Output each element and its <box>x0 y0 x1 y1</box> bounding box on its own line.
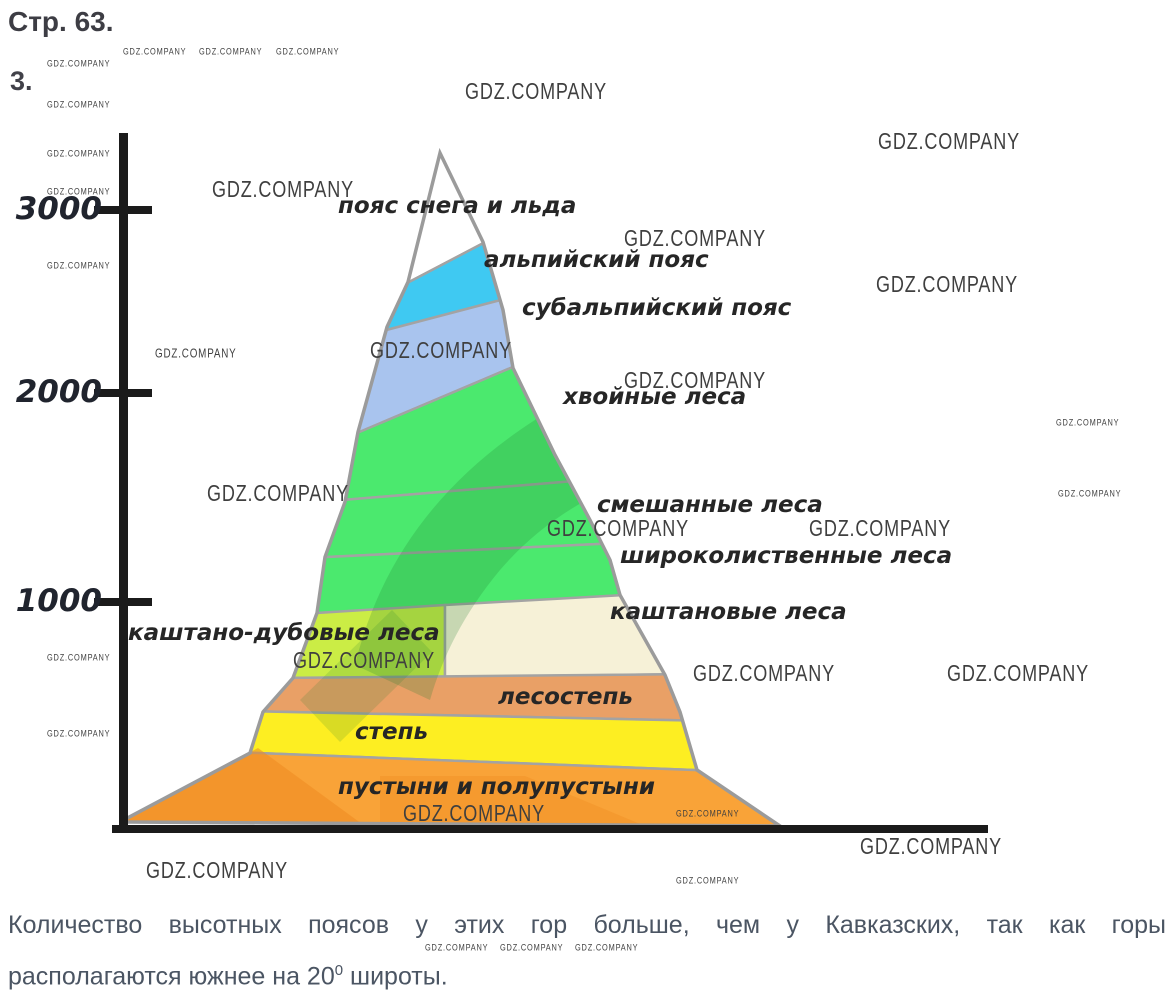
zone-label-alpine: альпийский пояс <box>484 247 709 273</box>
watermark-text: GDZ.COMPANY <box>676 875 740 886</box>
watermark-text: GDZ.COMPANY <box>465 78 607 105</box>
watermark-text: GDZ.COMPANY <box>500 942 564 953</box>
zone-label-desert: пустыни и полупустыни <box>338 774 655 800</box>
tick-3000 <box>94 206 152 214</box>
watermark-text: GDZ.COMPANY <box>276 46 340 57</box>
tick-1000 <box>94 598 152 606</box>
item-number: 3. <box>10 66 33 96</box>
answer-line-2-tail: широты. <box>343 962 448 991</box>
y-axis-label-1000: 1000 <box>15 583 102 619</box>
zone-label-chestnut: каштановые леса <box>610 599 847 625</box>
watermark-text: GDZ.COMPANY <box>47 652 111 663</box>
zone-label-chestnut-oak: каштано-дубовые леса <box>128 620 440 646</box>
watermark-text: GDZ.COMPANY <box>370 337 512 364</box>
watermark-text: GDZ.COMPANY <box>809 515 951 542</box>
watermark-text: GDZ.COMPANY <box>123 46 187 57</box>
watermark-text: GDZ.COMPANY <box>624 367 766 394</box>
answer-degree-sup: 0 <box>334 962 344 979</box>
watermark-text: GDZ.COMPANY <box>547 515 689 542</box>
watermark-text: GDZ.COMPANY <box>47 58 111 69</box>
watermark-text: GDZ.COMPANY <box>47 148 111 159</box>
zone-label-steppe: степь <box>355 719 428 745</box>
watermark-text: GDZ.COMPANY <box>212 176 354 203</box>
zone-label-mixed-forest: смешанные леса <box>597 492 823 518</box>
desert-shade-left <box>120 748 362 824</box>
watermark-text: GDZ.COMPANY <box>155 346 237 361</box>
watermark-text: GDZ.COMPANY <box>575 942 639 953</box>
watermark-text: GDZ.COMPANY <box>47 186 111 197</box>
watermark-text: GDZ.COMPANY <box>293 647 435 674</box>
answer-line-2: располагаются южнее на 200 широты. <box>8 948 1166 999</box>
y-axis-line <box>119 133 128 833</box>
answer-line-1: Количество высотных поясов у этих гор бо… <box>8 911 1166 939</box>
watermark-text: GDZ.COMPANY <box>47 260 111 271</box>
watermark-text: GDZ.COMPANY <box>876 271 1018 298</box>
watermark-text: GDZ.COMPANY <box>624 225 766 252</box>
zone-label-coniferous: хвойные леса <box>563 384 747 410</box>
watermark-text: GDZ.COMPANY <box>47 99 111 110</box>
tick-2000 <box>94 389 152 397</box>
watermark-text: GDZ.COMPANY <box>146 857 288 884</box>
y-axis-label-3000: 3000 <box>15 191 102 227</box>
watermark-text: GDZ.COMPANY <box>199 46 263 57</box>
watermark-text: GDZ.COMPANY <box>878 128 1020 155</box>
zone-label-subalpine: субальпийский пояс <box>522 295 792 321</box>
watermark-text: GDZ.COMPANY <box>207 480 349 507</box>
watermark-text: GDZ.COMPANY <box>47 728 111 739</box>
zone-label-broadleaf: широколиственные леса <box>620 543 953 569</box>
page-header: Стр. 63. <box>8 6 114 37</box>
watermark-text: GDZ.COMPANY <box>1056 417 1120 428</box>
zone-label-forest-steppe: лесостепь <box>498 684 633 710</box>
logo-shade-arrow <box>300 610 432 742</box>
watermark-text: GDZ.COMPANY <box>676 808 740 819</box>
watermark-text: GDZ.COMPANY <box>693 660 835 687</box>
desert-shade-center <box>380 776 645 826</box>
answer-paragraph: Количество высотных поясов у этих гор бо… <box>8 902 1166 999</box>
watermark-text: GDZ.COMPANY <box>947 660 1089 687</box>
watermark-text: GDZ.COMPANY <box>1058 488 1122 499</box>
watermark-text: GDZ.COMPANY <box>860 833 1002 860</box>
watermark-text: GDZ.COMPANY <box>403 800 545 827</box>
watermark-text: GDZ.COMPANY <box>425 942 489 953</box>
y-axis-label-2000: 2000 <box>15 374 102 410</box>
x-axis-line <box>112 825 988 833</box>
zone-label-snow: пояс снега и льда <box>338 193 577 219</box>
answer-line-2-text: располагаются южнее на 20 <box>8 962 335 991</box>
